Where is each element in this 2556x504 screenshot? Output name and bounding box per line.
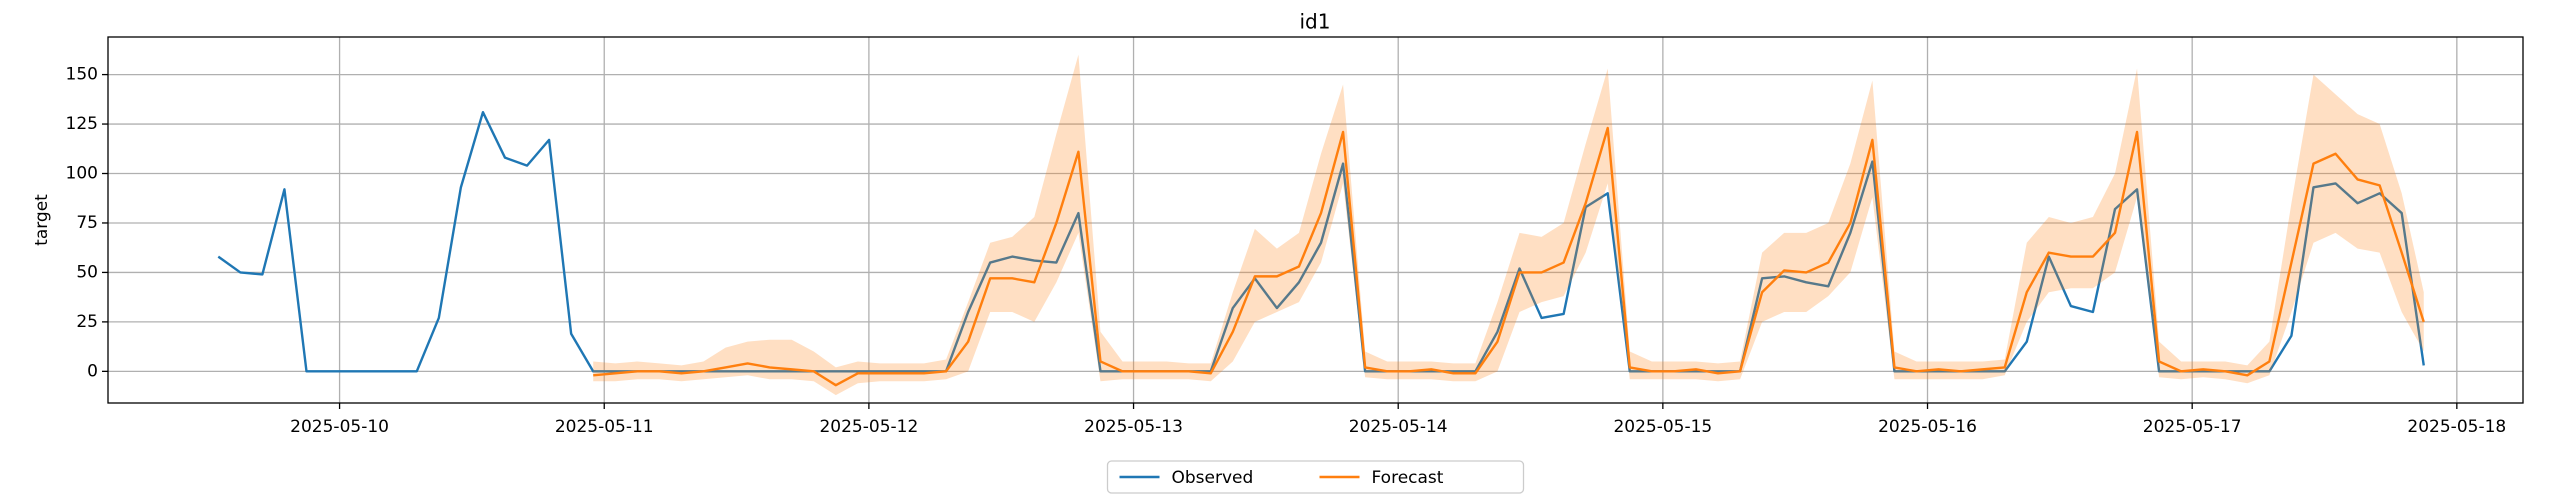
y-tick-label: 0 bbox=[87, 361, 98, 381]
x-tick-label: 2025-05-12 bbox=[819, 417, 918, 437]
x-tick-label: 2025-05-16 bbox=[1878, 417, 1977, 437]
x-tick-label: 2025-05-10 bbox=[290, 417, 389, 437]
y-tick-label: 150 bbox=[66, 65, 98, 85]
chart-title: id1 bbox=[1300, 10, 1331, 34]
x-tick-label: 2025-05-18 bbox=[2407, 417, 2506, 437]
plot-frame bbox=[107, 36, 2524, 404]
legend-label: Forecast bbox=[1372, 468, 1444, 488]
x-tick-label: 2025-05-14 bbox=[1349, 417, 1448, 437]
series-line bbox=[217, 110, 2425, 373]
legend-label: Observed bbox=[1172, 468, 1254, 488]
y-tick-label: 25 bbox=[76, 312, 98, 332]
y-tick-label: 125 bbox=[66, 114, 98, 134]
x-tick-label: 2025-05-15 bbox=[1613, 417, 1712, 437]
y-axis-label: target bbox=[32, 194, 52, 246]
x-tick-label: 2025-05-17 bbox=[2143, 417, 2242, 437]
forecast-interval bbox=[593, 54, 2424, 396]
x-tick-label: 2025-05-13 bbox=[1084, 417, 1183, 437]
legend: Observed Forecast bbox=[1106, 460, 1525, 494]
x-tick-label: 2025-05-11 bbox=[555, 417, 654, 437]
y-tick-label: 75 bbox=[76, 213, 98, 233]
y-tick-label: 100 bbox=[66, 164, 98, 184]
legend-box bbox=[1106, 460, 1525, 494]
series-line bbox=[593, 126, 2425, 387]
y-tick-label: 50 bbox=[76, 262, 98, 282]
